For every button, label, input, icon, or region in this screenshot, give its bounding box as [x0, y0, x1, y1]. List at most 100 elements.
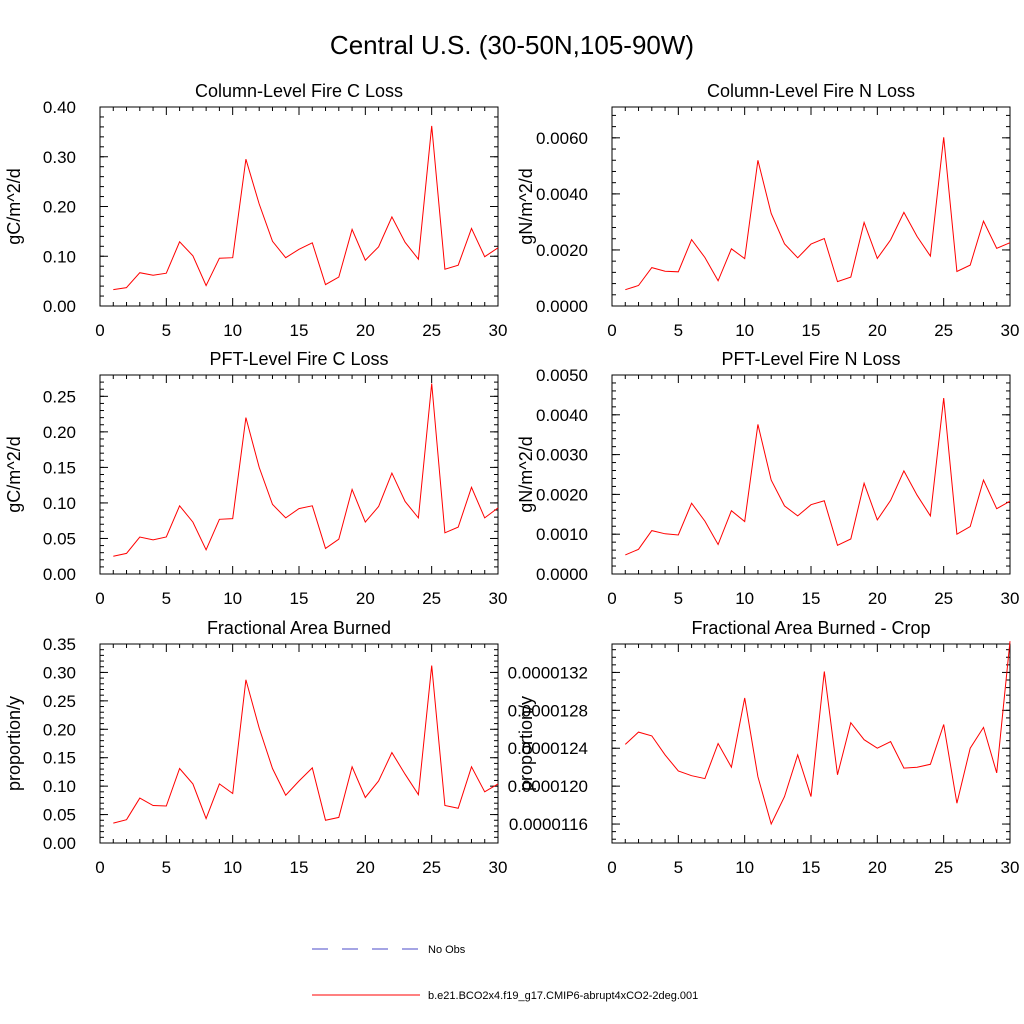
x-tick-label: 15	[802, 858, 821, 877]
panel-4: 0 5 10 15 20 25 30 0.0000 0.0010 0.0020 0.0030 0.00…	[516, 349, 1019, 608]
x-tick-label: 30	[1001, 858, 1020, 877]
x-tick-label: 0	[95, 589, 104, 608]
y-tick-label: 0.30	[43, 148, 76, 167]
legend: No Obs b.e21.BCO2x4.f19_g17.CMIP6-abrupt…	[312, 944, 698, 1002]
x-tick-label: 5	[162, 589, 171, 608]
x-tick-label: 10	[735, 321, 754, 340]
y-tick-label: 0.00	[43, 565, 76, 584]
plot-frame	[99, 643, 499, 844]
x-tick-label: 0	[607, 589, 616, 608]
y-tick-label: 0.0000120	[508, 777, 588, 796]
y-axis-label: gN/m^2/d	[516, 436, 536, 512]
x-tick-label: 30	[489, 858, 508, 877]
y-tick-label: 0.0000116	[509, 815, 588, 834]
x-tick-label: 30	[1001, 321, 1020, 340]
y-tick-label: 0.25	[43, 387, 76, 406]
y-tick-label: 0.0020	[536, 241, 588, 260]
panel-title: Fractional Area Burned	[207, 618, 391, 638]
y-tick-label: 0.0020	[536, 485, 588, 504]
x-tick-label: 15	[802, 589, 821, 608]
x-tick-label: 30	[489, 589, 508, 608]
x-tick-label: 25	[422, 858, 441, 877]
y-tick-label: 0.00	[43, 834, 76, 853]
y-tick-label: 0.15	[43, 749, 76, 768]
y-tick-label: 0.20	[43, 423, 76, 442]
x-tick-label: 20	[356, 858, 375, 877]
y-tick-label: 0.0060	[536, 129, 588, 148]
panel-title: Fractional Area Burned - Crop	[691, 618, 930, 638]
series-line-1	[624, 641, 1011, 826]
x-tick-label: 20	[868, 321, 887, 340]
x-tick-label: 25	[934, 858, 953, 877]
plot-frame	[99, 374, 499, 575]
x-tick-label: 0	[607, 321, 616, 340]
panel-title: Column-Level Fire C Loss	[195, 81, 403, 101]
y-axis-label: gC/m^2/d	[4, 436, 24, 512]
x-tick-label: 10	[735, 858, 754, 877]
x-tick-label: 5	[674, 589, 683, 608]
x-tick-label: 30	[489, 321, 508, 340]
x-tick-label: 10	[223, 589, 242, 608]
x-tick-label: 10	[223, 321, 242, 340]
y-tick-label: 0.10	[43, 494, 76, 513]
panel-title: PFT-Level Fire N Loss	[721, 349, 900, 369]
series-line-1	[625, 137, 1011, 291]
y-tick-label: 0.0000128	[508, 701, 588, 720]
y-tick-label: 0.0030	[536, 446, 588, 465]
y-tick-label: 0.10	[43, 247, 76, 266]
x-tick-label: 20	[868, 858, 887, 877]
panel-5: 0 5 10 15 20 25 30 0.00 0.05 0.10 0.15 0.20 0.25 0.30…	[4, 618, 507, 877]
y-tick-label: 0.05	[43, 529, 76, 548]
y-tick-label: 0.0010	[536, 525, 588, 544]
x-tick-label: 20	[356, 589, 375, 608]
y-tick-label: 0.30	[43, 663, 76, 682]
y-axis-label: proportion/y	[4, 696, 24, 791]
y-tick-label: 0.20	[43, 720, 76, 739]
legend-model-label: b.e21.BCO2x4.f19_g17.CMIP6-abrupt4xCO2-2…	[428, 990, 698, 1002]
panel-2: 0 5 10 15 20 25 30 0.0000 0.0020 0.0040 0.0060 Colu…	[516, 81, 1019, 340]
y-tick-label: 0.25	[43, 692, 76, 711]
x-tick-label: 15	[290, 589, 309, 608]
x-tick-label: 15	[802, 321, 821, 340]
x-tick-label: 25	[934, 321, 953, 340]
series-line-1	[625, 398, 1011, 556]
panel-6: 0 5 10 15 20 25 30 0.0000116 0.0000120 0.0000124 0…	[508, 618, 1020, 877]
y-axis-label: proportion/y	[516, 696, 536, 791]
x-tick-label: 25	[422, 321, 441, 340]
y-tick-label: 0.35	[43, 635, 76, 654]
plot-frame	[611, 374, 1011, 575]
x-tick-label: 0	[95, 321, 104, 340]
x-tick-label: 5	[674, 321, 683, 340]
x-tick-label: 0	[95, 858, 104, 877]
x-tick-label: 25	[934, 589, 953, 608]
y-tick-label: 0.0000	[536, 565, 588, 584]
x-tick-label: 5	[162, 858, 171, 877]
figure-title: Central U.S. (30-50N,105-90W)	[329, 30, 695, 60]
panel-title: PFT-Level Fire C Loss	[209, 349, 388, 369]
y-tick-label: 0.0000124	[508, 739, 588, 758]
y-tick-label: 0.40	[43, 98, 76, 117]
panel-3: 0 5 10 15 20 25 30 0.00 0.05 0.10 0.15 0.20 0.25 PFT-…	[4, 349, 507, 608]
x-tick-label: 30	[1001, 589, 1020, 608]
y-axis-label: gC/m^2/d	[4, 168, 24, 244]
series-line-1	[113, 125, 499, 291]
x-tick-label: 5	[162, 321, 171, 340]
panels: 0 5 10 15 20 25 30 0.00 0.10 0.20 0.30 0.40 Column-L…	[4, 81, 1019, 877]
y-tick-label: 0.20	[43, 198, 76, 217]
y-tick-label: 0.0000	[536, 297, 588, 316]
x-tick-label: 20	[868, 589, 887, 608]
x-tick-label: 5	[674, 858, 683, 877]
x-tick-label: 10	[735, 589, 754, 608]
y-axis-label: gN/m^2/d	[516, 168, 536, 244]
plot-frame	[611, 643, 1011, 844]
legend-obs-label: No Obs	[428, 944, 466, 956]
x-tick-label: 25	[422, 589, 441, 608]
y-tick-label: 0.05	[43, 806, 76, 825]
x-tick-label: 20	[356, 321, 375, 340]
y-tick-label: 0.0000132	[508, 663, 588, 682]
panel-title: Column-Level Fire N Loss	[707, 81, 915, 101]
y-tick-label: 0.0050	[536, 366, 588, 385]
x-tick-label: 10	[223, 858, 242, 877]
series-line-1	[113, 383, 499, 557]
